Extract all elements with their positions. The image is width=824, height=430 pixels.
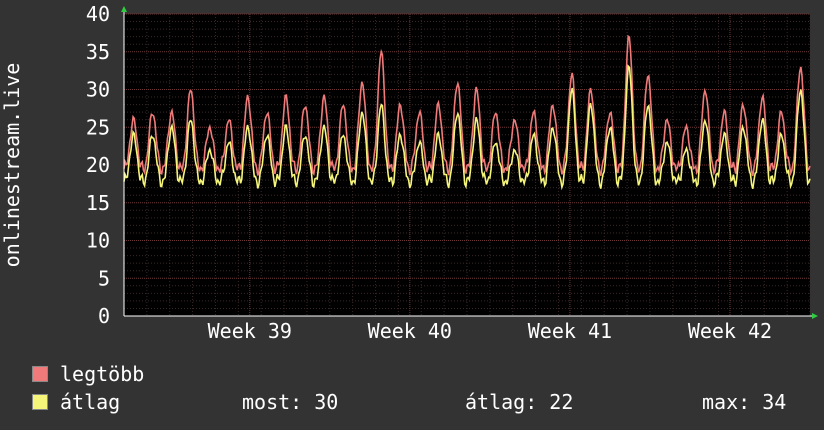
x-axis-arrow-icon — [812, 313, 818, 319]
y-tick-label: 40 — [86, 2, 110, 26]
stat-average: átlag: 22 — [465, 390, 574, 414]
y-axis-label: onlinestream.live — [0, 63, 24, 268]
legend-label-avg: átlag — [60, 390, 121, 414]
y-axis-arrow-icon — [121, 6, 127, 12]
stat-maximum: max: 34 — [702, 390, 787, 414]
y-tick-label: 5 — [98, 266, 110, 290]
stat-now: most: 30 — [242, 390, 339, 414]
legend-label-max: legtöbb — [60, 362, 145, 386]
x-tick-label: Week 42 — [688, 319, 772, 343]
x-tick-label: Week 41 — [528, 319, 612, 343]
series-line-max — [123, 34, 811, 177]
x-tick-label: Week 40 — [368, 319, 452, 343]
legend-swatch-max — [32, 366, 48, 382]
y-tick-label: 20 — [86, 153, 110, 177]
y-tick-label: 0 — [98, 304, 110, 328]
x-tick-label: Week 39 — [208, 319, 292, 343]
y-tick-label: 35 — [86, 40, 110, 64]
y-tick-label: 15 — [86, 191, 110, 215]
legend-row-max: legtöbb — [32, 363, 144, 385]
legend-row-avg: átlag most: 30 átlag: 22 max: 34 — [32, 391, 812, 413]
legend-swatch-avg — [32, 394, 48, 410]
line-chart: 0 5 10 15 20 25 30 35 40 Week 39 Week 40 Week 41 Wee… — [0, 2, 818, 343]
series-line-avg — [123, 64, 811, 191]
y-tick-label: 30 — [86, 78, 110, 102]
y-tick-label: 10 — [86, 229, 110, 253]
y-tick-label: 25 — [86, 115, 110, 139]
